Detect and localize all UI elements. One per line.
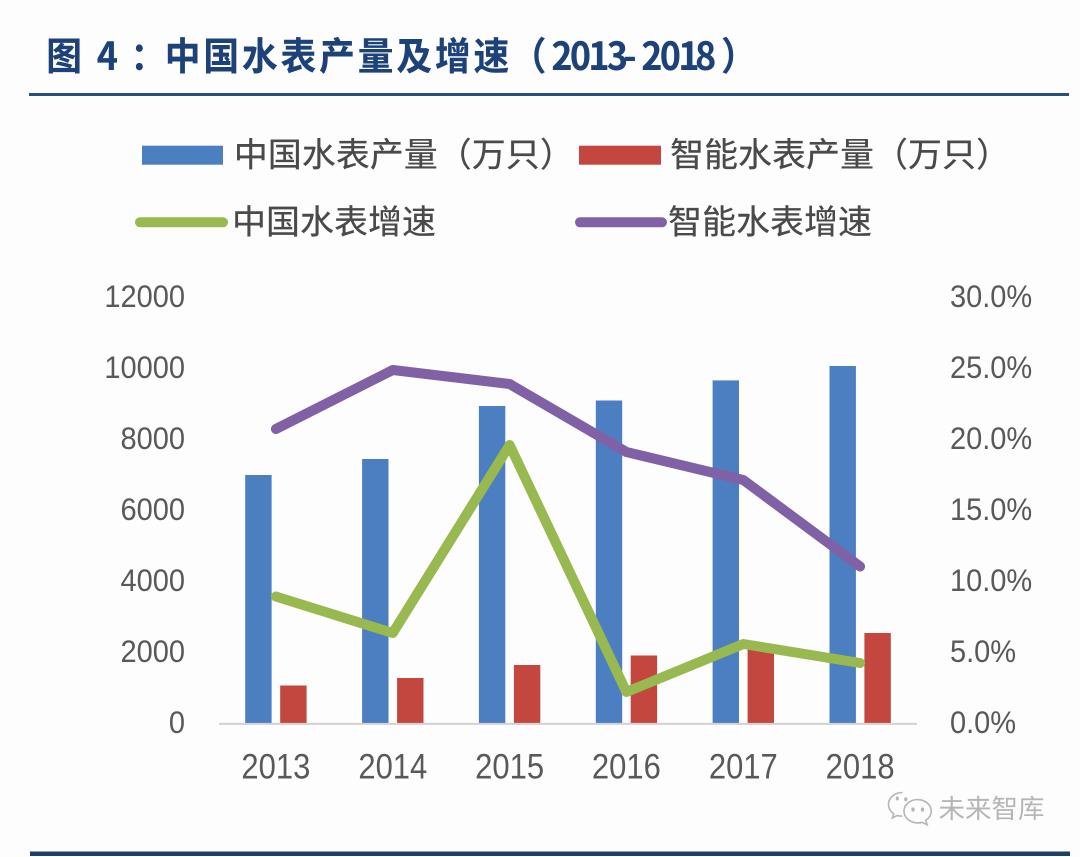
svg-text:2016: 2016 <box>592 748 661 787</box>
svg-text:25.0%: 25.0% <box>950 351 1032 385</box>
svg-text:10.0%: 10.0% <box>950 564 1032 598</box>
svg-text:2015: 2015 <box>475 748 544 787</box>
svg-text:15.0%: 15.0% <box>950 493 1032 527</box>
svg-text:20.0%: 20.0% <box>950 422 1032 456</box>
svg-text:10000: 10000 <box>104 351 185 385</box>
svg-text:2000: 2000 <box>121 635 185 669</box>
svg-text:8000: 8000 <box>121 422 185 456</box>
svg-text:0: 0 <box>169 706 185 740</box>
svg-text:5.0%: 5.0% <box>950 635 1016 669</box>
svg-text:2018: 2018 <box>826 748 895 787</box>
svg-text:30.0%: 30.0% <box>950 280 1032 314</box>
svg-text:4000: 4000 <box>121 564 185 598</box>
svg-text:12000: 12000 <box>104 280 185 314</box>
svg-text:6000: 6000 <box>121 493 185 527</box>
svg-text:0.0%: 0.0% <box>950 706 1016 740</box>
svg-text:2017: 2017 <box>709 748 778 787</box>
svg-text:2013: 2013 <box>241 748 310 787</box>
svg-text:2014: 2014 <box>358 748 427 787</box>
